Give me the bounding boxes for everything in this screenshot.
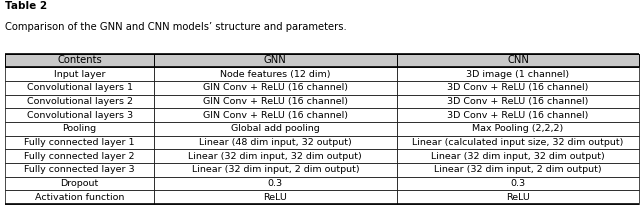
Text: GIN Conv + ReLU (16 channel): GIN Conv + ReLU (16 channel) (203, 97, 348, 106)
Bar (5, 95, 154, 108)
Bar (154, 122, 397, 136)
Text: Fully connected layer 3: Fully connected layer 3 (24, 165, 135, 174)
Bar (397, 163, 639, 177)
Bar (154, 136, 397, 149)
Bar (397, 54, 639, 67)
Bar (5, 54, 154, 67)
Text: GIN Conv + ReLU (16 channel): GIN Conv + ReLU (16 channel) (203, 83, 348, 92)
Bar (154, 149, 397, 163)
Text: 3D Conv + ReLU (16 channel): 3D Conv + ReLU (16 channel) (447, 97, 589, 106)
Bar (5, 190, 154, 204)
Text: Convolutional layers 3: Convolutional layers 3 (26, 111, 132, 119)
Text: Fully connected layer 2: Fully connected layer 2 (24, 152, 135, 161)
Bar (397, 108, 639, 122)
Bar (5, 108, 154, 122)
Bar (154, 163, 397, 177)
Bar (397, 149, 639, 163)
Bar (5, 177, 154, 190)
Text: CNN: CNN (507, 55, 529, 65)
Text: GIN Conv + ReLU (16 channel): GIN Conv + ReLU (16 channel) (203, 111, 348, 119)
Text: Linear (48 dim input, 32 output): Linear (48 dim input, 32 output) (199, 138, 352, 147)
Bar (5, 67, 154, 81)
Text: Input layer: Input layer (54, 70, 106, 78)
Bar (5, 81, 154, 95)
Bar (154, 190, 397, 204)
Text: Max Pooling (2,2,2): Max Pooling (2,2,2) (472, 124, 564, 133)
Text: 3D Conv + ReLU (16 channel): 3D Conv + ReLU (16 channel) (447, 83, 589, 92)
Text: 0.3: 0.3 (511, 179, 525, 188)
Text: 0.3: 0.3 (268, 179, 283, 188)
Text: Dropout: Dropout (60, 179, 99, 188)
Text: Comparison of the GNN and CNN models’ structure and parameters.: Comparison of the GNN and CNN models’ st… (5, 22, 347, 32)
Text: Pooling: Pooling (63, 124, 97, 133)
Text: Table 2: Table 2 (5, 1, 47, 11)
Text: Activation function: Activation function (35, 193, 124, 202)
Bar (397, 190, 639, 204)
Bar (154, 81, 397, 95)
Text: Global add pooling: Global add pooling (231, 124, 320, 133)
Text: Node features (12 dim): Node features (12 dim) (220, 70, 331, 78)
Bar (154, 108, 397, 122)
Text: Fully connected layer 1: Fully connected layer 1 (24, 138, 135, 147)
Bar (5, 136, 154, 149)
Bar (154, 54, 397, 67)
Bar (154, 95, 397, 108)
Text: ReLU: ReLU (264, 193, 287, 202)
Bar (397, 95, 639, 108)
Text: Linear (32 dim input, 32 dim output): Linear (32 dim input, 32 dim output) (431, 152, 605, 161)
Bar (397, 81, 639, 95)
Bar (397, 67, 639, 81)
Text: GNN: GNN (264, 55, 287, 65)
Bar (397, 177, 639, 190)
Text: Contents: Contents (57, 55, 102, 65)
Text: 3D Conv + ReLU (16 channel): 3D Conv + ReLU (16 channel) (447, 111, 589, 119)
Text: Linear (32 dim input, 2 dim output): Linear (32 dim input, 2 dim output) (191, 165, 359, 174)
Text: Convolutional layers 1: Convolutional layers 1 (27, 83, 132, 92)
Bar (397, 122, 639, 136)
Bar (5, 163, 154, 177)
Text: Linear (calculated input size, 32 dim output): Linear (calculated input size, 32 dim ou… (412, 138, 624, 147)
Text: ReLU: ReLU (506, 193, 530, 202)
Bar (154, 67, 397, 81)
Bar (154, 177, 397, 190)
Text: 3D image (1 channel): 3D image (1 channel) (467, 70, 570, 78)
Bar (397, 136, 639, 149)
Text: Linear (32 dim input, 32 dim output): Linear (32 dim input, 32 dim output) (188, 152, 362, 161)
Text: Convolutional layers 2: Convolutional layers 2 (27, 97, 132, 106)
Bar (5, 122, 154, 136)
Text: Linear (32 dim input, 2 dim output): Linear (32 dim input, 2 dim output) (434, 165, 602, 174)
Bar (5, 149, 154, 163)
